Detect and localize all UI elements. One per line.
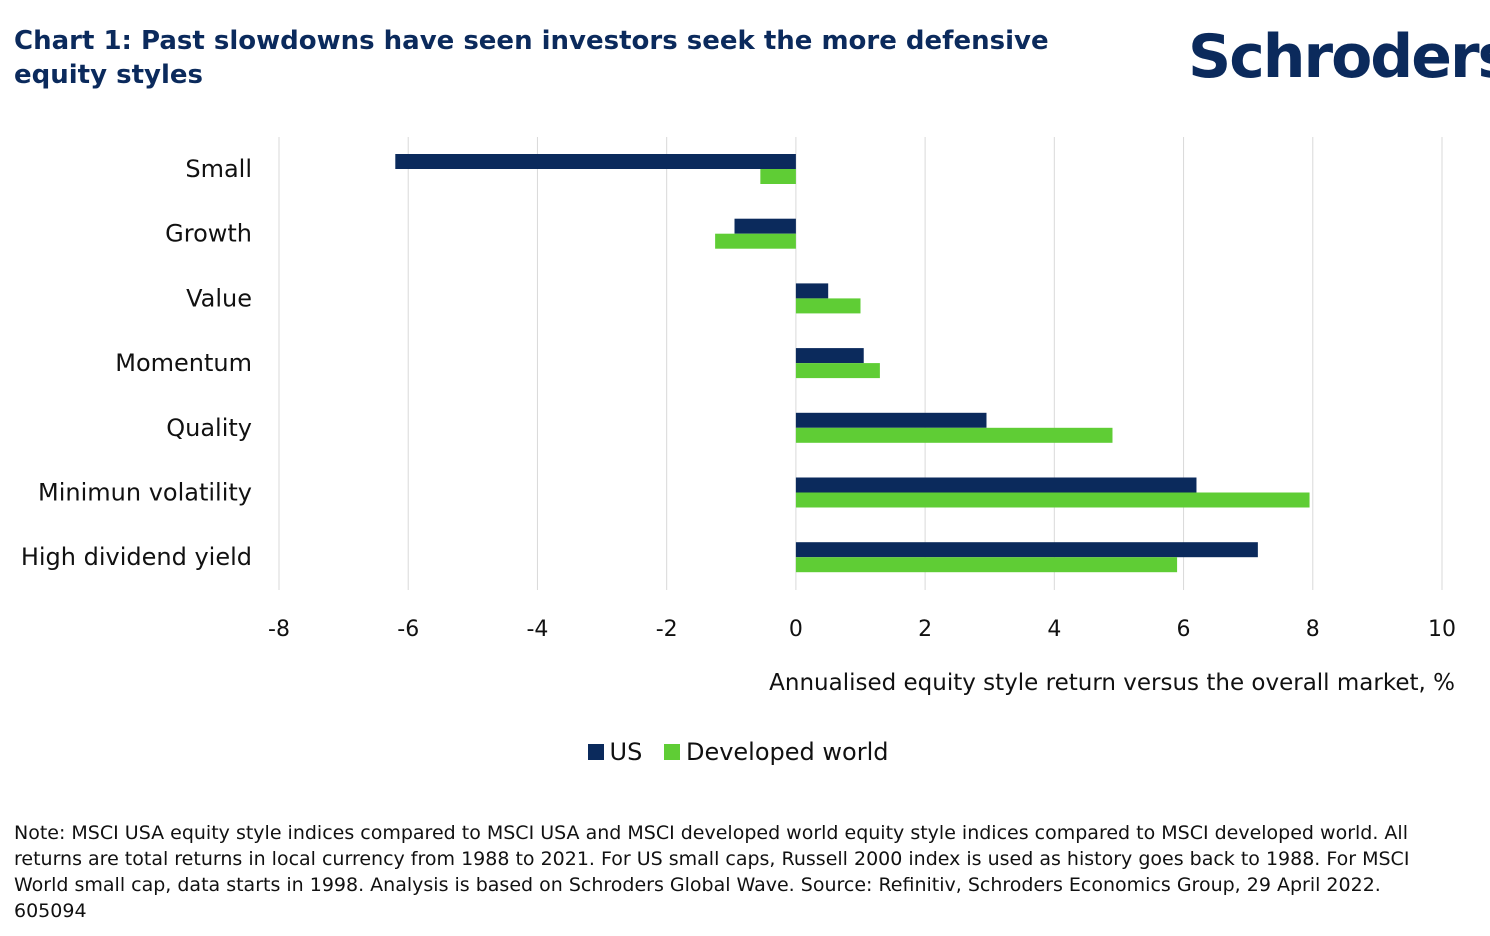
- category-label-small: Small: [185, 155, 252, 183]
- bar-developed-world-small: [760, 169, 796, 184]
- x-tick-label: -4: [526, 617, 548, 642]
- category-label-quality: Quality: [166, 414, 252, 442]
- x-tick-labels: -8 -6 -4 -2 0 2 4 6 8 10: [268, 617, 1456, 642]
- legend-swatch-us: [587, 744, 604, 760]
- x-tick-label: -2: [656, 617, 678, 642]
- category-label-growth: Growth: [165, 220, 252, 248]
- x-tick-label: 2: [918, 617, 932, 642]
- legend-swatch-developed-world: [663, 744, 680, 760]
- bar-us-small: [395, 154, 796, 169]
- x-tick-label: 8: [1306, 617, 1320, 642]
- bar-developed-world-minimun-volatility: [795, 492, 1310, 508]
- legend: US Developed world: [0, 738, 1490, 766]
- legend-label-us: US: [609, 738, 643, 766]
- x-tick-label: 6: [1177, 617, 1191, 642]
- bar-us-value: [795, 283, 829, 299]
- bar-us-minimun-volatility: [795, 477, 1197, 493]
- legend-item-us: US: [587, 738, 643, 766]
- x-tick-label: 0: [789, 617, 803, 642]
- x-axis-title: Annualised equity style return versus th…: [769, 670, 1455, 696]
- category-label-value: Value: [186, 284, 252, 312]
- bar-developed-world-value: [795, 298, 861, 314]
- x-tick-label: -8: [268, 617, 290, 642]
- x-tick-label: 10: [1428, 617, 1456, 642]
- bar-us-growth: [734, 218, 796, 234]
- legend-label-developed-world: Developed world: [685, 738, 889, 766]
- schroders-logo: Schroders: [1188, 22, 1490, 92]
- footnote: Note: MSCI USA equity style indices comp…: [14, 822, 1410, 922]
- category-labels: Small Growth Value Momentum Quality Minimun v…: [21, 155, 252, 571]
- category-label-momentum: Momentum: [115, 349, 252, 377]
- bar-us-quality: [795, 412, 987, 428]
- bar-developed-world-momentum: [795, 363, 880, 379]
- legend-item-developed-world: Developed world: [663, 738, 889, 766]
- bar-developed-world-high-dividend-yield: [795, 557, 1178, 573]
- bars: [395, 154, 1310, 573]
- x-tick-label: -6: [397, 617, 419, 642]
- category-label-high-dividend-yield: High dividend yield: [21, 543, 252, 571]
- bar-developed-world-growth: [715, 233, 796, 249]
- bar-us-high-dividend-yield: [795, 542, 1258, 558]
- chart-title: Chart 1: Past slowdowns have seen invest…: [14, 26, 1049, 90]
- bar-developed-world-quality: [795, 427, 1113, 443]
- bar-us-momentum: [795, 348, 864, 364]
- category-label-minimun-volatility: Minimun volatility: [38, 479, 252, 507]
- x-tick-label: 4: [1047, 617, 1061, 642]
- bar-chart: Small Growth Value Momentum Quality Minimun v…: [21, 137, 1456, 696]
